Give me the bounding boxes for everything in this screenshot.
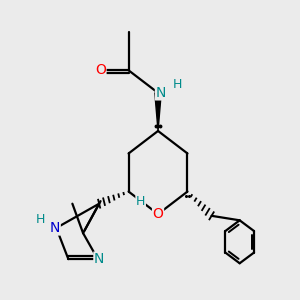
Polygon shape — [155, 93, 161, 131]
Text: N: N — [50, 221, 60, 235]
Text: N: N — [94, 252, 104, 266]
Text: O: O — [95, 63, 106, 77]
Text: H: H — [136, 196, 145, 208]
Text: N: N — [155, 86, 166, 100]
Text: H: H — [172, 78, 182, 91]
Text: O: O — [153, 207, 164, 221]
Text: H: H — [36, 213, 45, 226]
